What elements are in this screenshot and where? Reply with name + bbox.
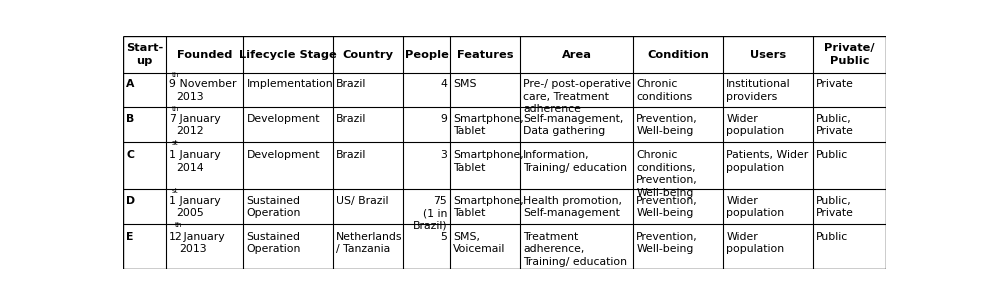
Text: A: A: [126, 79, 135, 89]
Text: Smartphone,
Tablet: Smartphone, Tablet: [454, 196, 523, 218]
Text: Brazil: Brazil: [336, 79, 366, 89]
Text: 1: 1: [169, 196, 175, 206]
Text: th: th: [175, 222, 183, 228]
Text: 7: 7: [169, 114, 175, 124]
Text: Implementation: Implementation: [247, 79, 334, 89]
Text: Start-
up: Start- up: [126, 43, 163, 66]
Text: E: E: [126, 232, 134, 242]
Text: US/ Brazil: US/ Brazil: [336, 196, 389, 206]
Text: Patients, Wider
population: Patients, Wider population: [726, 150, 809, 173]
Text: 12: 12: [169, 232, 182, 242]
Text: Private/
Public: Private/ Public: [825, 43, 875, 66]
Text: Sustained
Operation: Sustained Operation: [247, 232, 301, 254]
Text: Wider
population: Wider population: [726, 114, 784, 136]
Text: Country: Country: [342, 50, 394, 59]
Text: st: st: [172, 188, 179, 194]
Text: C: C: [126, 150, 134, 160]
Text: Area: Area: [562, 50, 591, 59]
Text: st: st: [172, 140, 179, 146]
Text: Public: Public: [816, 150, 848, 160]
Text: 9: 9: [440, 114, 447, 124]
Text: Smartphone,
Tablet: Smartphone, Tablet: [454, 150, 523, 173]
Text: Netherlands
/ Tanzania: Netherlands / Tanzania: [336, 232, 402, 254]
Text: January
2014: January 2014: [176, 150, 221, 173]
Text: Self-management,
Data gathering: Self-management, Data gathering: [523, 114, 624, 136]
Text: Chronic
conditions,
Prevention,
Well-being: Chronic conditions, Prevention, Well-bei…: [637, 150, 698, 198]
Text: Private: Private: [816, 79, 854, 89]
Text: Public: Public: [816, 232, 848, 242]
Text: Founded: Founded: [177, 50, 232, 59]
Text: Development: Development: [247, 114, 320, 124]
Text: Brazil: Brazil: [336, 114, 366, 124]
Text: Wider
population: Wider population: [726, 232, 784, 254]
Text: People: People: [404, 50, 449, 59]
Text: Brazil: Brazil: [336, 150, 366, 160]
Text: Public,
Private: Public, Private: [816, 196, 854, 218]
Text: Information,
Training/ education: Information, Training/ education: [523, 150, 628, 173]
Text: Wider
population: Wider population: [726, 196, 784, 218]
Text: SMS,
Voicemail: SMS, Voicemail: [454, 232, 506, 254]
Text: Users: Users: [750, 50, 786, 59]
Text: Institutional
providers: Institutional providers: [726, 79, 791, 101]
Text: January
2005: January 2005: [176, 196, 221, 218]
Text: January
2013: January 2013: [180, 232, 224, 254]
Text: D: D: [126, 196, 135, 206]
Text: November
2013: November 2013: [176, 79, 237, 101]
Text: th: th: [172, 106, 179, 112]
Text: Condition: Condition: [647, 50, 709, 59]
Text: th: th: [172, 72, 179, 78]
Text: Lifecycle Stage: Lifecycle Stage: [239, 50, 337, 59]
Text: Prevention,
Well-being: Prevention, Well-being: [637, 196, 698, 218]
Text: B: B: [126, 114, 134, 124]
Text: Chronic
conditions: Chronic conditions: [637, 79, 693, 101]
Text: Sustained
Operation: Sustained Operation: [247, 196, 301, 218]
Text: January
2012: January 2012: [176, 114, 221, 136]
Text: Development: Development: [247, 150, 320, 160]
Text: Prevention,
Well-being: Prevention, Well-being: [637, 114, 698, 136]
Text: SMS: SMS: [454, 79, 476, 89]
Text: 5: 5: [440, 232, 447, 242]
Text: 3: 3: [440, 150, 447, 160]
Text: Pre-/ post-operative
care, Treatment
adherence: Pre-/ post-operative care, Treatment adh…: [523, 79, 632, 114]
Text: Smartphone,
Tablet: Smartphone, Tablet: [454, 114, 523, 136]
Text: Public,
Private: Public, Private: [816, 114, 854, 136]
Text: Features: Features: [457, 50, 514, 59]
Text: 1: 1: [169, 150, 175, 160]
Text: Prevention,
Well-being: Prevention, Well-being: [637, 232, 698, 254]
Text: 4: 4: [440, 79, 447, 89]
Text: 9: 9: [169, 79, 175, 89]
Text: 75
(1 in
Brazil): 75 (1 in Brazil): [412, 196, 447, 230]
Text: Treatment
adherence,
Training/ education: Treatment adherence, Training/ education: [523, 232, 628, 267]
Text: Health promotion,
Self-management: Health promotion, Self-management: [523, 196, 622, 218]
